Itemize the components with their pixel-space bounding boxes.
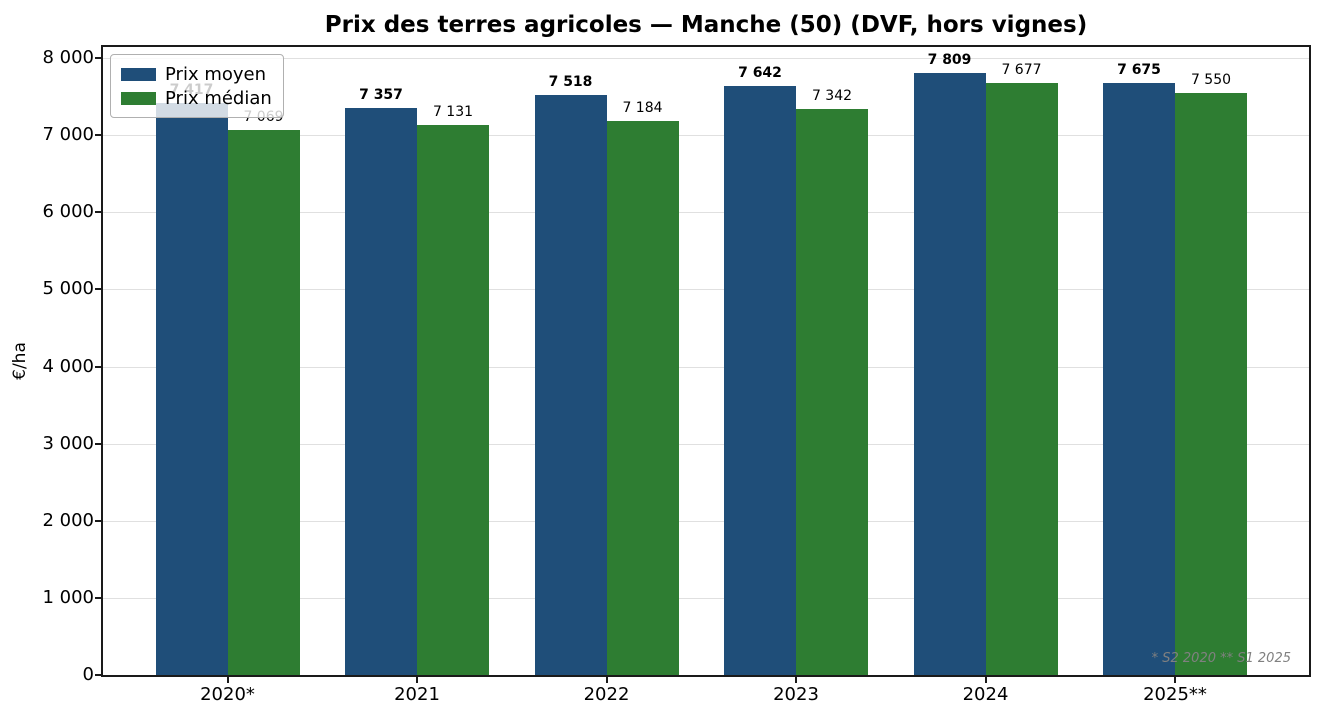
- y-tick-2000: [95, 519, 101, 522]
- bar-value-prixmoyen-2021: 7 357: [359, 86, 403, 103]
- bar-value-prixmedian-2021: 7 131: [432, 104, 474, 121]
- x-tick-label-2020: 2020*: [200, 684, 255, 705]
- y-tick-label-0: 0: [82, 664, 94, 685]
- x-tick-2022: [605, 677, 608, 683]
- bar-prixmoyen-2021: [345, 107, 417, 675]
- chart-title: Prix des terres agricoles — Manche (50) …: [324, 12, 1088, 38]
- gridline-4000: [103, 366, 1309, 368]
- x-tick-2025: [1174, 677, 1176, 683]
- y-tick-label-8000: 8 000: [42, 47, 94, 68]
- bar-prixmedian-2025: [1175, 92, 1247, 675]
- bar-value-prixmedian-2024: 7 677: [1001, 61, 1042, 78]
- bar-prixmoyen-2023: [724, 85, 796, 675]
- x-tick-2023: [795, 677, 797, 683]
- bar-prixmoyen-2022: [534, 95, 607, 675]
- bar-prixmedian-2021: [417, 125, 489, 675]
- y-tick-6000: [95, 211, 101, 214]
- bar-value-prixmedian-2022: 7 184: [622, 99, 663, 116]
- legend-label-prix-moyen: Prix moyen: [165, 63, 266, 85]
- bar-prixmoyen-2024: [913, 72, 986, 675]
- x-tick-2020: [226, 677, 229, 683]
- gridline-5000: [103, 289, 1309, 291]
- plot-area: Prix moyen Prix médian * S2 2020 ** S1 2…: [103, 47, 1309, 675]
- x-tick-2024: [984, 677, 987, 683]
- legend-swatch-prix-median: [121, 91, 156, 105]
- y-tick-3000: [95, 442, 101, 445]
- y-tick-label-2000: 2 000: [42, 509, 94, 531]
- y-tick-0: [95, 674, 101, 676]
- y-tick-label-1000: 1 000: [42, 586, 94, 608]
- gridline-1000: [103, 597, 1309, 599]
- legend-item-prix-moyen: Prix moyen: [121, 62, 272, 86]
- bar-value-prixmedian-2023: 7 342: [811, 87, 853, 104]
- bar-value-prixmoyen-2025: 7 675: [1117, 62, 1161, 79]
- bar-prixmoyen-2020: [155, 102, 228, 675]
- bar-value-prixmoyen-2024: 7 809: [927, 51, 972, 68]
- gridline-6000: [103, 212, 1309, 214]
- y-tick-label-5000: 5 000: [42, 278, 94, 300]
- legend-label-prix-median: Prix médian: [165, 87, 272, 109]
- bar-prixmedian-2024: [985, 82, 1058, 675]
- y-tick-1000: [95, 596, 101, 599]
- y-tick-label-6000: 6 000: [42, 201, 94, 223]
- x-tick-label-2023: 2023: [773, 684, 819, 705]
- y-tick-8000: [95, 57, 101, 59]
- legend-item-prix-median: Prix médian: [121, 86, 272, 110]
- gridline-3000: [103, 443, 1309, 445]
- footnote: * S2 2020 ** S1 2025: [1151, 651, 1291, 666]
- legend-swatch-prix-moyen: [121, 67, 156, 81]
- bar-value-prixmedian-2025: 7 550: [1190, 71, 1232, 88]
- bar-prixmoyen-2025: [1103, 83, 1175, 675]
- bar-value-prixmoyen-2023: 7 642: [738, 64, 782, 81]
- gridline-2000: [103, 520, 1309, 522]
- x-tick-label-2021: 2021: [394, 684, 440, 705]
- bar-prixmedian-2023: [796, 108, 868, 675]
- x-tick-label-2022: 2022: [583, 684, 630, 705]
- x-tick-2021: [416, 677, 418, 683]
- gridline-8000: [103, 58, 1309, 59]
- gridline-7000: [103, 135, 1309, 137]
- y-tick-label-4000: 4 000: [42, 355, 94, 377]
- x-tick-label-2025: 2025**: [1143, 684, 1207, 705]
- legend: Prix moyen Prix médian: [110, 54, 284, 118]
- bar-value-prixmoyen-2022: 7 518: [548, 74, 593, 91]
- y-tick-7000: [95, 134, 101, 137]
- bar-prixmedian-2022: [606, 120, 679, 675]
- x-tick-label-2024: 2024: [962, 684, 1009, 705]
- y-tick-4000: [95, 365, 101, 368]
- bar-prixmedian-2020: [227, 129, 300, 675]
- y-tick-label-3000: 3 000: [42, 432, 94, 454]
- y-tick-label-7000: 7 000: [42, 124, 94, 146]
- y-tick-5000: [95, 288, 101, 291]
